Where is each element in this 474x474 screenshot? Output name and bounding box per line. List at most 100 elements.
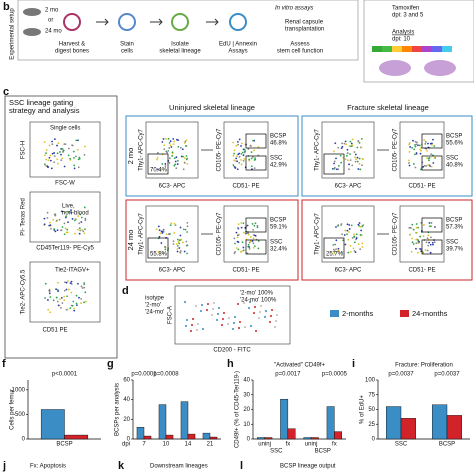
- flow-dot: [82, 230, 85, 233]
- flow-dot: [155, 228, 158, 231]
- flow-dot: [354, 156, 357, 159]
- gate: [421, 217, 443, 233]
- y-tick-label: 20: [123, 417, 130, 423]
- flow-dot: [415, 242, 418, 245]
- flow-dot: [242, 148, 245, 151]
- flow-dot: [72, 300, 75, 303]
- flow-dot: [236, 236, 239, 239]
- p-value: p=0.0037: [388, 372, 414, 378]
- flow-dot: [237, 303, 239, 305]
- flow-dot: [81, 229, 84, 231]
- label: cells: [121, 49, 133, 55]
- flow-dot: [345, 154, 348, 157]
- flow-dot: [64, 211, 67, 213]
- bar: [400, 418, 416, 440]
- flow-dot: [47, 159, 50, 162]
- flow-dot: [233, 159, 235, 162]
- flow-dot: [408, 162, 410, 164]
- gate: [245, 239, 267, 255]
- flow-dot: [174, 160, 177, 163]
- flow-dot: [183, 157, 186, 160]
- flow-dot: [265, 310, 267, 312]
- flow-dot: [48, 292, 51, 295]
- flow-dot: [63, 295, 65, 298]
- flow-dot: [62, 149, 65, 152]
- flow-dot: [202, 328, 204, 330]
- label: CD105- PE-Cy7: [217, 128, 223, 172]
- flow-dot: [354, 160, 357, 163]
- bar: [326, 406, 335, 440]
- flow-dot: [349, 140, 352, 143]
- flow-dot: [172, 240, 175, 243]
- y-tick-label: 75: [368, 392, 375, 398]
- flow-dot: [164, 248, 167, 251]
- flow-dot: [240, 222, 243, 224]
- flow-dot: [243, 302, 245, 304]
- flow-dot: [57, 142, 60, 144]
- bar: [165, 434, 174, 440]
- flow-dot: [337, 247, 340, 250]
- flow-dot: [60, 296, 63, 299]
- panel-label: i: [352, 358, 355, 370]
- label: CD200 - FITC: [213, 348, 251, 354]
- bar: [446, 415, 462, 440]
- flow-dot: [254, 306, 256, 308]
- label: 59.1%: [270, 225, 288, 231]
- step-icon: [63, 13, 81, 31]
- arrow: [150, 18, 163, 26]
- flow-dot: [156, 156, 159, 159]
- flow-dot: [75, 294, 78, 297]
- y-tick-label: 0: [127, 437, 131, 443]
- label: BCSP: [270, 218, 286, 224]
- flow-dot: [232, 141, 235, 144]
- flow-dot: [271, 309, 273, 311]
- mouse-icon: [379, 60, 411, 76]
- flow-dot: [333, 252, 336, 254]
- flow-dot: [235, 231, 238, 234]
- flow-dot: [44, 154, 46, 157]
- flow-dot: [238, 327, 240, 329]
- flow-dot: [161, 141, 164, 143]
- flow-dot: [258, 317, 260, 319]
- color-strip: [392, 46, 402, 52]
- flow-dot: [56, 158, 59, 161]
- flow-dot: [350, 145, 352, 148]
- flow-dot: [173, 140, 176, 143]
- flow-dot: [185, 325, 187, 327]
- flow-dot: [416, 141, 418, 144]
- flow-dot: [408, 226, 411, 229]
- flow-dot: [53, 152, 56, 154]
- flow-dot: [240, 251, 242, 253]
- color-strip: [412, 46, 422, 52]
- flow-dot: [342, 239, 345, 242]
- flow-dot: [160, 168, 162, 171]
- flow-dot: [69, 157, 72, 160]
- flow-dot: [84, 217, 87, 220]
- flow-dot: [176, 250, 179, 253]
- panel-label: j: [2, 460, 6, 472]
- flow-dot: [80, 216, 83, 219]
- flow-dot: [430, 221, 433, 224]
- flow-dot: [65, 281, 68, 284]
- flow-dot: [237, 248, 240, 251]
- group-label: BCSP: [315, 449, 331, 455]
- flow-dot: [348, 145, 351, 148]
- y-tick-label: 0: [22, 437, 26, 443]
- flow-dot: [73, 219, 76, 222]
- flow-dot: [51, 152, 54, 155]
- group-label: SSC: [270, 449, 283, 455]
- label: non-blood: [62, 211, 89, 217]
- flow-dot: [83, 232, 86, 235]
- flow-dot: [346, 152, 349, 155]
- flow-dot: [353, 236, 356, 238]
- flow-dot: [362, 224, 365, 227]
- flow-dot: [201, 304, 203, 306]
- aged-frame: [125, 199, 299, 281]
- flow-dot: [424, 142, 427, 145]
- flow-dot: [242, 222, 245, 225]
- flow-dot: [240, 142, 243, 145]
- flow-dot: [355, 158, 357, 161]
- flow-dot: [44, 163, 46, 166]
- flow-dot: [85, 300, 87, 303]
- flow-plot: [223, 121, 269, 179]
